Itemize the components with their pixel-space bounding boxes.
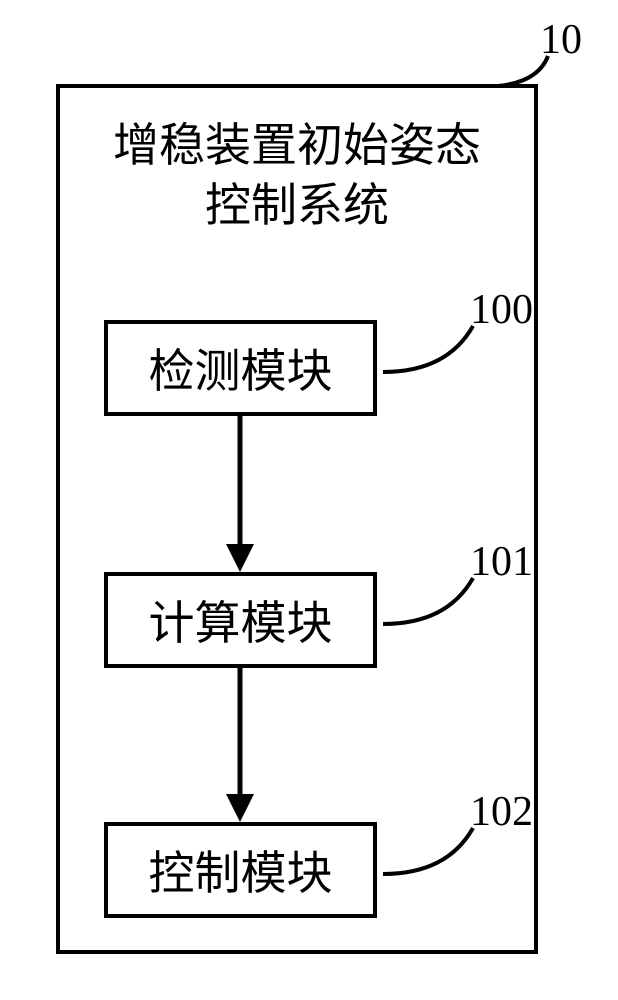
module-label: 控制模块 xyxy=(149,837,333,903)
module-box-detection: 检测模块 xyxy=(104,320,377,416)
leader-line-102 xyxy=(377,816,487,886)
title-line-1: 增稳装置初始姿态 xyxy=(113,120,481,171)
title-line-2: 控制系统 xyxy=(205,180,389,231)
module-label: 计算模块 xyxy=(149,587,333,653)
arrow-2-to-3 xyxy=(220,668,260,826)
module-box-calculation: 计算模块 xyxy=(104,572,377,668)
leader-line-101 xyxy=(377,566,487,636)
module-box-control: 控制模块 xyxy=(104,822,377,918)
module-label: 检测模块 xyxy=(149,335,333,401)
leader-line-outer xyxy=(490,42,560,92)
arrow-1-to-2 xyxy=(220,416,260,576)
system-title: 增稳装置初始姿态 控制系统 xyxy=(56,116,538,236)
leader-line-100 xyxy=(377,314,487,384)
